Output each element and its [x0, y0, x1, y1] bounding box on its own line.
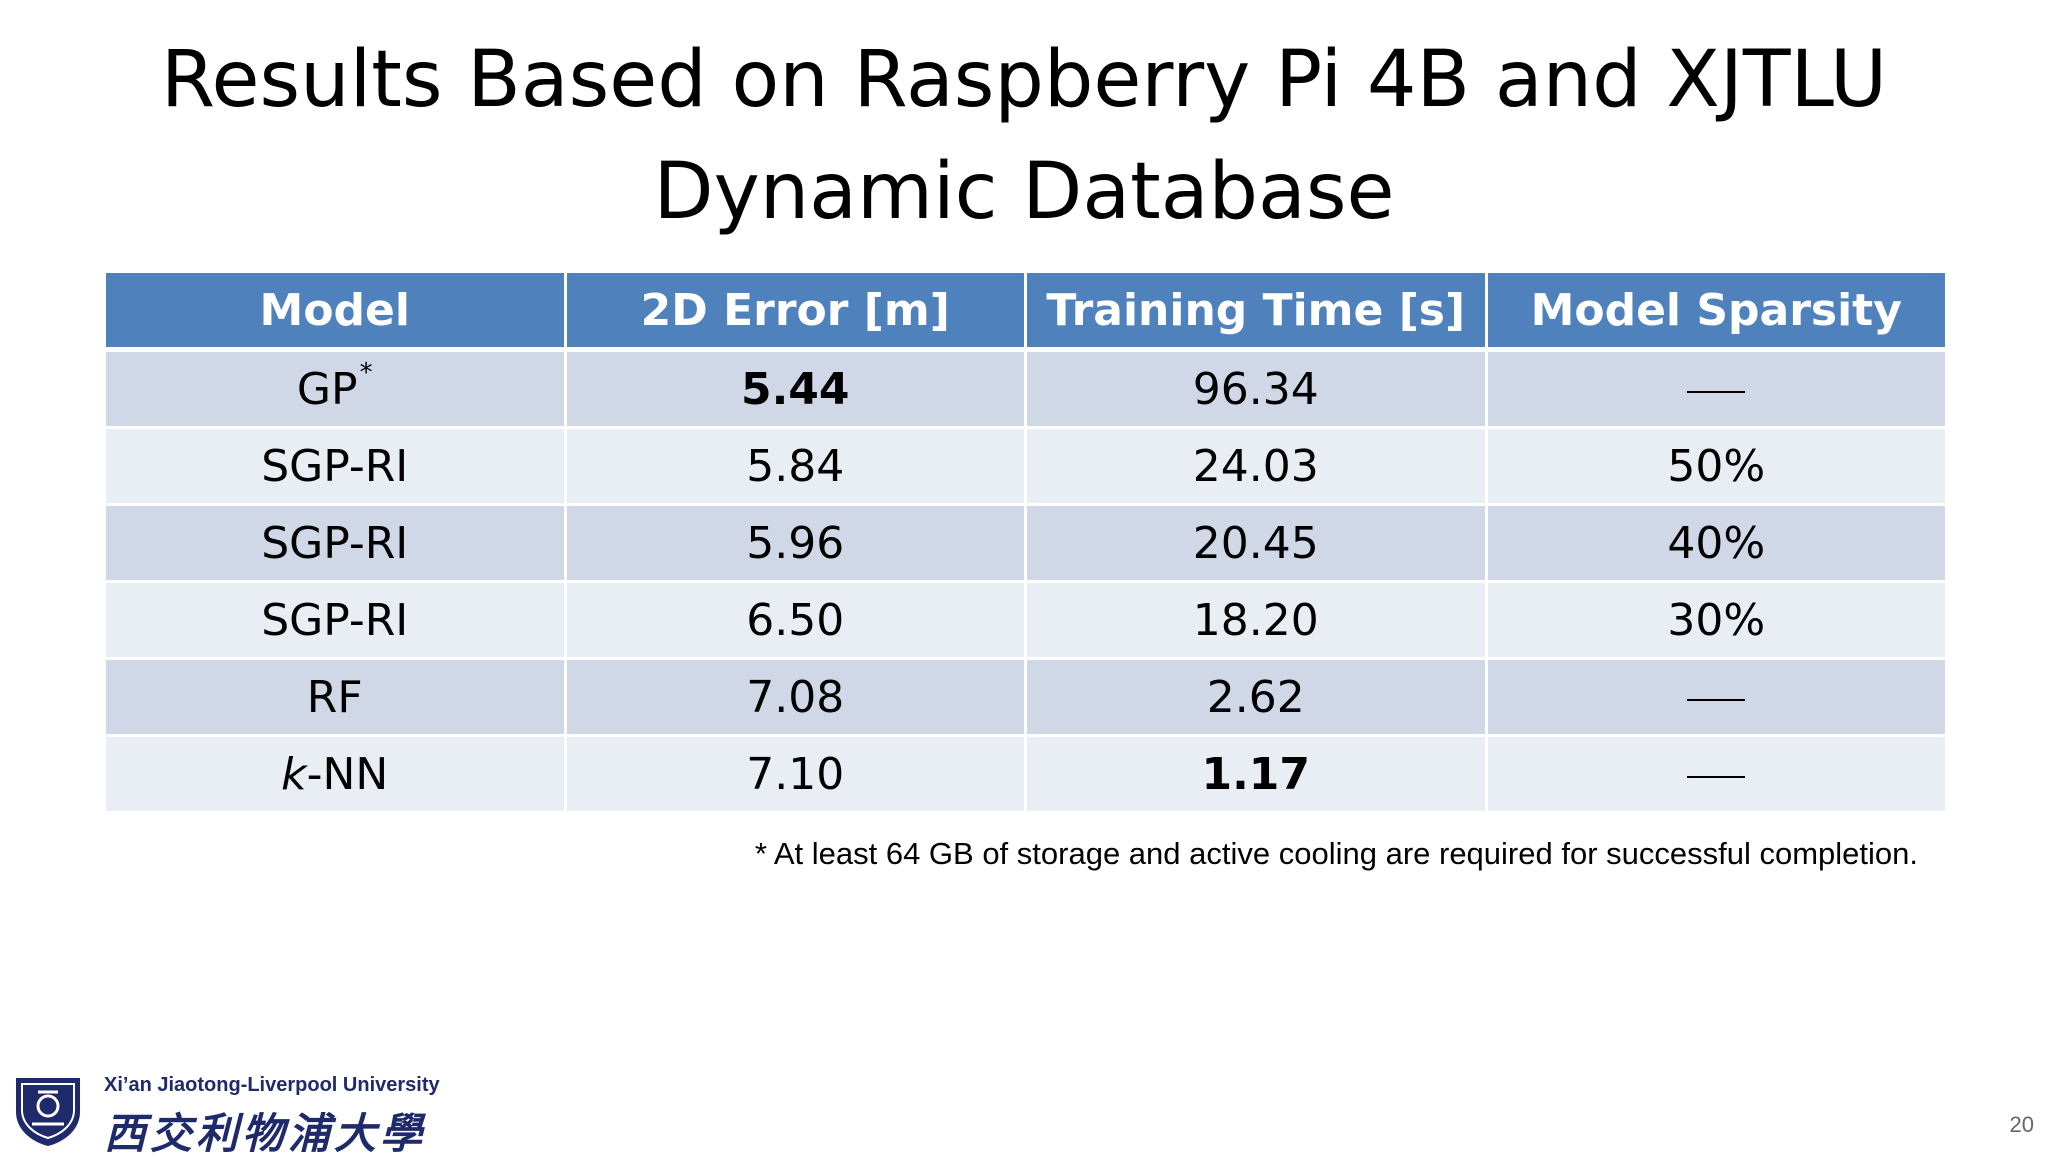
table-row: GP* 5.44 96.34 [103, 348, 1948, 429]
cell-model: SGP-RI [103, 426, 567, 506]
results-table: Model 2D Error [m] Training Time [s] Mod… [103, 270, 1948, 814]
university-chinese-name: 西交利物浦大學 [104, 1109, 427, 1158]
dash-placeholder [1687, 775, 1746, 778]
cell-model: RF [103, 657, 567, 737]
cell-error: 5.96 [563, 503, 1027, 583]
cell-error: 7.10 [563, 734, 1027, 814]
university-shield-icon [16, 1078, 80, 1146]
cell-error: 6.50 [563, 580, 1027, 660]
model-name: GP [296, 363, 358, 415]
cell-error: 7.08 [563, 657, 1027, 737]
cell-model: k-NN [103, 734, 567, 814]
cell-model: GP* [103, 348, 567, 429]
cell-time: 24.03 [1024, 426, 1488, 506]
cell-time: 1.17 [1024, 734, 1488, 814]
model-name-rest: -NN [306, 748, 389, 800]
cell-sparsity [1484, 348, 1948, 429]
cell-error: 5.44 [563, 348, 1027, 429]
table-row: SGP-RI 5.96 20.45 40% [103, 503, 1948, 583]
header-2d-error: 2D Error [m] [563, 270, 1027, 352]
cell-error: 5.84 [563, 426, 1027, 506]
table-header-row: Model 2D Error [m] Training Time [s] Mod… [103, 270, 1948, 352]
header-training-time: Training Time [s] [1024, 270, 1488, 352]
cell-time: 2.62 [1024, 657, 1488, 737]
table-row: k-NN 7.10 1.17 [103, 734, 1948, 814]
page-number: 20 [2009, 1112, 2034, 1137]
cell-sparsity: 50% [1484, 426, 1948, 506]
cell-sparsity [1484, 734, 1948, 814]
dash-placeholder [1687, 390, 1746, 393]
title-line-1: Results Based on Raspberry Pi 4B and XJT… [160, 35, 1888, 125]
table-row: RF 7.08 2.62 [103, 657, 1948, 737]
cell-model: SGP-RI [103, 580, 567, 660]
dash-placeholder [1687, 698, 1746, 701]
table-row: SGP-RI 6.50 18.20 30% [103, 580, 1948, 660]
title-line-2: Dynamic Database [653, 147, 1395, 237]
cell-time: 18.20 [1024, 580, 1488, 660]
table-row: SGP-RI 5.84 24.03 50% [103, 426, 1948, 506]
footnote-marker: * [359, 357, 373, 388]
model-name-italic: k [281, 748, 307, 800]
cell-time: 20.45 [1024, 503, 1488, 583]
header-model: Model [103, 270, 567, 352]
header-model-sparsity: Model Sparsity [1484, 270, 1948, 352]
cell-time: 96.34 [1024, 348, 1488, 429]
cell-model: SGP-RI [103, 503, 567, 583]
slide-title: Results Based on Raspberry Pi 4B and XJT… [0, 24, 2048, 248]
cell-sparsity: 40% [1484, 503, 1948, 583]
cell-sparsity [1484, 657, 1948, 737]
cell-sparsity: 30% [1484, 580, 1948, 660]
university-logo: Xi’an Jiaotong-Liverpool University 西交利物… [12, 1072, 572, 1158]
university-english-name: Xi’an Jiaotong-Liverpool University [104, 1074, 440, 1096]
footnote: * At least 64 GB of storage and active c… [754, 836, 1918, 871]
